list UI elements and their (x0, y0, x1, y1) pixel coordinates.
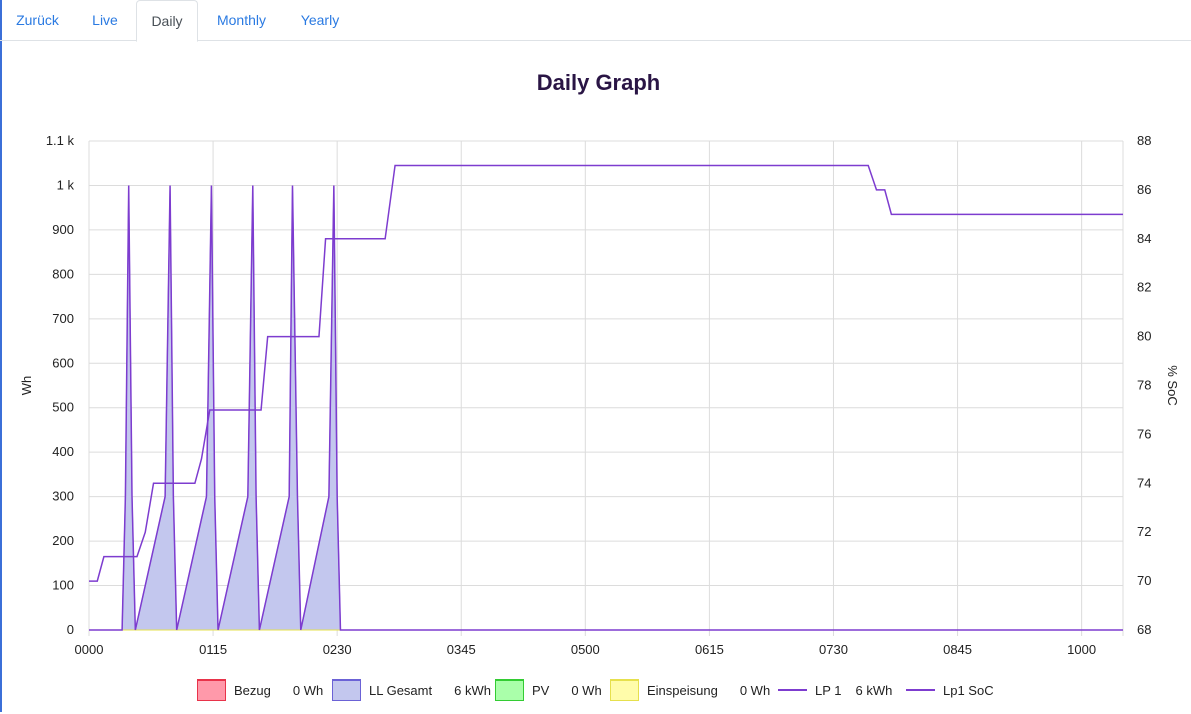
y-tick-label: 200 (52, 533, 74, 548)
legend-item-lp1[interactable]: LP 1 6 kWh (778, 678, 892, 702)
legend-label-einspeisung: Einspeisung (647, 682, 718, 698)
y2-tick-label: 80 (1137, 329, 1151, 344)
legend-item-bezug[interactable]: Bezug 0 Wh (197, 678, 323, 702)
x-tick-label: 0845 (943, 642, 972, 657)
y-tick-label: 800 (52, 266, 74, 281)
y2-tick-label: 88 (1137, 133, 1151, 148)
legend-label-ll-gesamt: LL Gesamt (369, 682, 433, 698)
y2-tick-label: 72 (1137, 524, 1151, 539)
y2-tick-label: 76 (1137, 426, 1151, 441)
y2-tick-label: 78 (1137, 378, 1151, 393)
y-tick-label: 0 (67, 622, 74, 637)
legend-value-bezug: 0 Wh (292, 682, 324, 698)
y-tick-label: 600 (52, 355, 74, 370)
x-tick-label: 0000 (75, 642, 104, 657)
legend-item-lp1-soc[interactable]: Lp1 SoC (906, 678, 994, 702)
y-tick-label: 500 (52, 400, 74, 415)
chart-title: Daily Graph (536, 70, 661, 95)
tab-yearly[interactable]: Yearly (300, 12, 340, 28)
tab-monthly[interactable]: Monthly (216, 12, 267, 28)
legend-label-pv: PV (532, 682, 550, 698)
tab-live[interactable]: Live (92, 12, 118, 28)
y2-tick-label: 74 (1137, 475, 1151, 490)
legend-value-einspeisung: 0 Wh (739, 682, 771, 698)
y-tick-label: 300 (52, 489, 74, 504)
legend-swatch-pv (495, 679, 524, 701)
y-axis-label: Wh (19, 376, 34, 396)
legend-value-pv: 0 Wh (571, 682, 602, 698)
y-tick-label: 1.1 k (46, 133, 75, 148)
legend-label-lp1: LP 1 (815, 682, 842, 698)
x-tick-label: 0500 (571, 642, 600, 657)
y2-tick-label: 82 (1137, 280, 1151, 295)
y2-tick-label: 70 (1137, 573, 1151, 588)
x-tick-label: 0115 (199, 642, 227, 657)
y-tick-label: 900 (52, 222, 74, 237)
legend-swatch-lp1-soc (906, 679, 935, 701)
legend-label-bezug: Bezug (234, 682, 271, 698)
legend-item-pv[interactable]: PV 0 Wh (495, 678, 602, 702)
y-tick-label: 400 (52, 444, 74, 459)
chart-legend: Bezug 0 Wh LL Gesamt 6 kWh PV 0 Wh Einsp… (0, 678, 1191, 702)
legend-item-ll-gesamt[interactable]: LL Gesamt 6 kWh (332, 678, 491, 702)
x-tick-label: 0615 (695, 642, 724, 657)
legend-value-ll-gesamt: 6 kWh (454, 682, 491, 698)
y2-tick-label: 86 (1137, 182, 1151, 197)
series-lp1-soc-line (89, 164, 1123, 582)
x-tick-label: 0345 (447, 642, 476, 657)
x-tick-label: 0730 (819, 642, 848, 657)
tab-zurueck[interactable]: Zurück (16, 12, 59, 28)
y-tick-label: 1 k (57, 177, 75, 192)
legend-item-einspeisung[interactable]: Einspeisung 0 Wh (610, 678, 770, 702)
legend-swatch-lp1 (778, 679, 807, 701)
tab-daily[interactable]: Daily (136, 0, 198, 42)
y-tick-label: 700 (52, 311, 74, 326)
legend-swatch-bezug (197, 679, 226, 701)
legend-swatch-einspeisung (610, 679, 639, 701)
series-lp1-line (89, 185, 1123, 631)
legend-swatch-ll-gesamt (332, 679, 361, 701)
legend-value-lp1: 6 kWh (855, 682, 893, 698)
y-tick-label: 100 (52, 578, 74, 593)
x-tick-label: 1000 (1067, 642, 1096, 657)
y2-axis-label: % SoC (1165, 365, 1180, 405)
y2-tick-label: 84 (1137, 231, 1151, 246)
tab-bar: Zurück Live Daily Monthly Yearly (0, 0, 1191, 42)
y2-tick-label: 68 (1137, 622, 1151, 637)
legend-label-lp1-soc: Lp1 SoC (943, 682, 994, 698)
x-tick-label: 0230 (323, 642, 352, 657)
